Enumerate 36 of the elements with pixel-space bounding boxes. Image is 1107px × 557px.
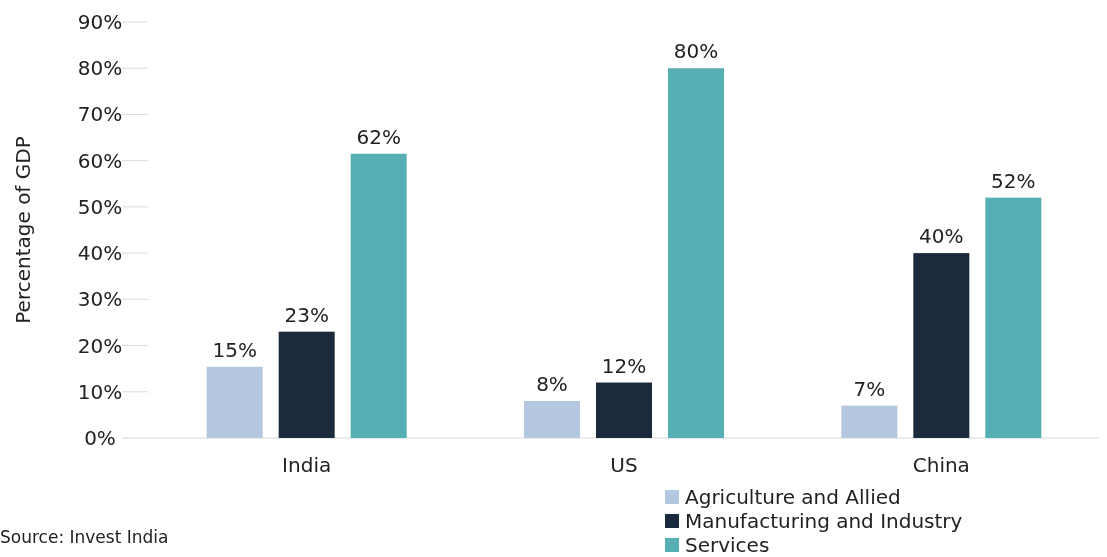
y-tick-label: 70%: [77, 102, 123, 127]
legend-label: Services: [685, 533, 770, 557]
y-tick-label: 80%: [77, 56, 123, 81]
bar: [841, 405, 898, 438]
bar: [206, 366, 263, 438]
bar: [668, 68, 724, 438]
y-tick-label: 60%: [77, 148, 123, 173]
bar: [596, 382, 652, 438]
bar: [350, 153, 407, 438]
data-label: 23%: [284, 302, 329, 327]
data-label: 12%: [601, 353, 647, 378]
y-tick-label: 50%: [77, 194, 123, 219]
y-tick-label: 30%: [77, 287, 123, 312]
data-label: 62%: [356, 124, 401, 149]
y-axis-title: Percentage of GDP: [11, 136, 35, 324]
bar: [913, 253, 970, 438]
y-tick-label: 40%: [77, 241, 123, 266]
x-tick-label: China: [912, 453, 970, 477]
data-label: 7%: [853, 376, 886, 401]
y-tick-label: 10%: [77, 379, 123, 404]
data-label: 40%: [919, 224, 964, 249]
y-tick-label: 90%: [77, 10, 123, 34]
data-label: 15%: [212, 337, 257, 362]
data-label: 80%: [673, 39, 719, 64]
x-tick-label: US: [610, 453, 638, 477]
bar: [278, 331, 335, 438]
y-tick-label: 20%: [77, 333, 123, 358]
y-tick-label: 0%: [84, 426, 116, 450]
legend-label: Manufacturing and Industry: [685, 509, 963, 533]
x-tick-label: India: [282, 453, 332, 477]
bar: [524, 401, 580, 438]
source-note: Source: Invest India: [0, 527, 169, 547]
legend-label: Agriculture and Allied: [685, 485, 901, 509]
data-label: 8%: [536, 372, 568, 397]
data-label: 52%: [991, 168, 1036, 193]
bar: [985, 197, 1042, 438]
